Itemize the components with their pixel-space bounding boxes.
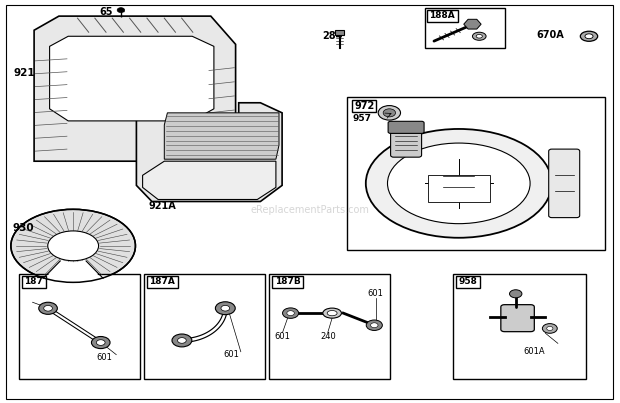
- Bar: [335, 30, 344, 35]
- Circle shape: [547, 326, 553, 330]
- Circle shape: [383, 109, 396, 117]
- Ellipse shape: [323, 308, 342, 318]
- Text: 601: 601: [224, 350, 239, 359]
- FancyBboxPatch shape: [501, 305, 534, 332]
- Text: 187B: 187B: [275, 277, 301, 286]
- Text: 284: 284: [322, 31, 343, 41]
- Bar: [352, 100, 376, 112]
- Bar: [22, 276, 46, 288]
- Circle shape: [378, 106, 401, 120]
- Text: eReplacementParts.com: eReplacementParts.com: [250, 205, 370, 214]
- Circle shape: [510, 290, 522, 298]
- Text: 188A: 188A: [429, 11, 455, 20]
- Circle shape: [172, 334, 192, 347]
- Text: 957: 957: [352, 114, 371, 123]
- Polygon shape: [164, 113, 279, 159]
- Bar: [427, 10, 458, 22]
- Text: 930: 930: [12, 223, 34, 233]
- Circle shape: [38, 302, 57, 314]
- Text: 601A: 601A: [523, 347, 545, 356]
- Ellipse shape: [48, 231, 99, 261]
- Ellipse shape: [11, 209, 135, 283]
- Circle shape: [177, 338, 186, 343]
- Text: 187A: 187A: [149, 277, 175, 286]
- Text: 601: 601: [275, 332, 291, 341]
- Bar: [147, 276, 178, 288]
- Circle shape: [542, 324, 557, 333]
- Text: 187: 187: [24, 277, 43, 286]
- Bar: [428, 175, 490, 202]
- Circle shape: [92, 337, 110, 349]
- Circle shape: [287, 311, 294, 316]
- FancyBboxPatch shape: [391, 129, 422, 157]
- Text: 921A: 921A: [149, 201, 177, 210]
- Bar: [19, 274, 140, 379]
- Text: 65: 65: [99, 7, 113, 17]
- Text: 972: 972: [354, 101, 374, 111]
- Circle shape: [97, 340, 105, 345]
- Text: 921: 921: [14, 68, 35, 77]
- Ellipse shape: [580, 31, 598, 42]
- Ellipse shape: [585, 34, 593, 39]
- Bar: [144, 274, 265, 379]
- Ellipse shape: [476, 35, 482, 38]
- Text: 601: 601: [368, 289, 384, 298]
- Ellipse shape: [388, 143, 530, 224]
- FancyBboxPatch shape: [388, 121, 424, 133]
- Bar: [425, 8, 505, 48]
- Bar: [456, 276, 480, 288]
- Circle shape: [43, 305, 52, 311]
- Circle shape: [215, 302, 235, 315]
- FancyBboxPatch shape: [549, 149, 580, 218]
- Polygon shape: [143, 161, 276, 199]
- Polygon shape: [34, 16, 236, 161]
- Text: 240: 240: [320, 332, 335, 341]
- Bar: [269, 274, 390, 379]
- Circle shape: [366, 320, 383, 330]
- Ellipse shape: [327, 310, 337, 316]
- Polygon shape: [50, 36, 214, 121]
- Bar: [272, 276, 303, 288]
- Bar: [453, 274, 586, 379]
- Polygon shape: [136, 103, 282, 202]
- Text: 601: 601: [96, 353, 112, 362]
- Text: 670A: 670A: [536, 31, 564, 40]
- Circle shape: [371, 323, 378, 328]
- Ellipse shape: [472, 32, 486, 40]
- Text: 958: 958: [458, 277, 477, 286]
- Bar: [347, 97, 604, 250]
- Circle shape: [221, 305, 229, 311]
- Circle shape: [117, 8, 125, 12]
- Ellipse shape: [366, 129, 552, 238]
- Wedge shape: [43, 261, 103, 287]
- Circle shape: [283, 308, 299, 318]
